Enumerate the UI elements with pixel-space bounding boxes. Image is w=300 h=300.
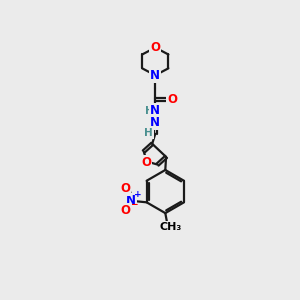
Text: N: N [150,104,160,117]
Text: −: − [130,200,137,209]
Text: +: + [134,190,142,199]
Text: H: H [144,128,153,138]
Text: N: N [126,194,136,207]
Text: O: O [150,41,160,54]
Text: N: N [150,116,160,129]
Text: O: O [141,156,151,169]
Text: O: O [120,182,130,195]
Text: O: O [167,93,177,106]
Text: CH₃: CH₃ [160,222,182,232]
Text: H: H [145,106,154,116]
Text: O: O [120,204,130,217]
Text: N: N [150,69,160,82]
